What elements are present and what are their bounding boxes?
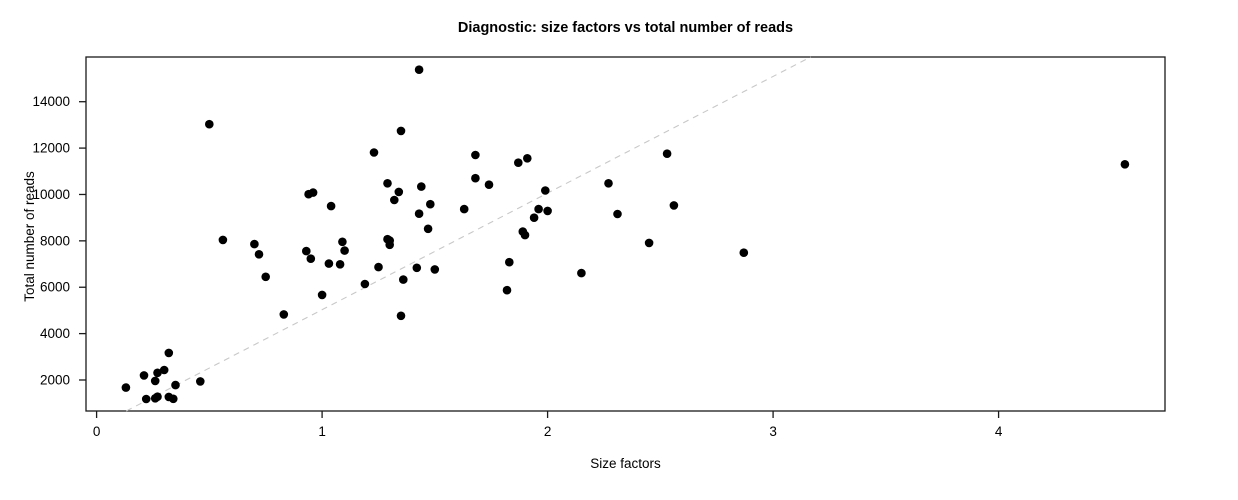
data-point [383, 179, 392, 188]
data-point [412, 263, 422, 273]
data-point [171, 380, 180, 390]
x-tick-label: 0 [93, 424, 101, 439]
data-point [471, 173, 480, 183]
y-tick-label: 10000 [32, 187, 70, 202]
data-point [541, 186, 550, 195]
data-point [360, 279, 370, 289]
data-point [414, 65, 424, 74]
data-point [153, 392, 162, 402]
plot-box [85, 56, 1166, 412]
x-axis-label: Size factors [590, 456, 661, 471]
data-point [169, 394, 178, 404]
data-point [308, 188, 318, 197]
data-point [459, 204, 469, 214]
data-point [426, 199, 435, 209]
data-point [250, 239, 259, 249]
data-point [338, 237, 347, 247]
y-tick-label: 2000 [40, 372, 70, 387]
data-point [604, 179, 613, 188]
data-point [396, 126, 406, 136]
reference-line [126, 56, 811, 412]
data-point [523, 154, 532, 163]
data-point [505, 257, 514, 267]
data-point [417, 182, 426, 191]
data-point [394, 187, 404, 197]
data-point [430, 265, 440, 274]
data-point [141, 394, 151, 404]
data-point [153, 368, 162, 378]
data-point [369, 148, 379, 157]
y-tick-label: 8000 [40, 233, 70, 248]
x-tick-label: 1 [318, 424, 326, 439]
points-layer [121, 65, 1130, 404]
y-tick-label: 12000 [32, 141, 70, 156]
data-point [385, 240, 395, 250]
data-point [335, 260, 345, 269]
data-point [502, 285, 512, 295]
data-point [1120, 160, 1130, 169]
y-tick-label: 14000 [32, 94, 70, 109]
data-point [324, 259, 334, 268]
y-axis-label: Total number of reads [22, 171, 37, 302]
data-point [414, 209, 424, 218]
y-tick-label: 6000 [40, 280, 70, 295]
y-tick-label: 4000 [40, 326, 70, 341]
data-point [613, 209, 622, 219]
data-point [374, 262, 383, 272]
data-point [471, 150, 480, 160]
data-point [121, 383, 131, 392]
data-point [159, 365, 169, 375]
data-point [340, 246, 349, 255]
data-point [644, 238, 654, 248]
data-point [164, 348, 174, 358]
x-tick-label: 2 [544, 424, 552, 439]
data-point [669, 201, 679, 210]
data-point [196, 377, 205, 386]
data-point [326, 201, 336, 211]
data-point [139, 371, 149, 380]
data-point [254, 250, 264, 259]
x-tick-label: 4 [995, 424, 1003, 439]
data-point [399, 275, 408, 284]
data-point [484, 180, 494, 189]
data-point [390, 195, 399, 205]
data-point [739, 248, 749, 257]
data-point [423, 224, 433, 234]
data-point [279, 310, 289, 319]
x-axis: 0 1 2 3 4 [93, 411, 1003, 439]
data-point [218, 235, 228, 245]
data-point [396, 311, 406, 321]
data-point [261, 272, 271, 282]
data-point [534, 204, 543, 214]
data-point [529, 213, 539, 222]
data-point [317, 290, 327, 300]
x-tick-label: 3 [769, 424, 777, 439]
data-point [514, 158, 523, 167]
data-point [543, 206, 552, 216]
data-point [577, 268, 586, 278]
data-point [306, 254, 316, 263]
data-point [150, 376, 160, 386]
data-point [520, 230, 530, 240]
data-point [662, 149, 672, 158]
chart-title: Diagnostic: size factors vs total number… [458, 20, 793, 36]
y-axis: 2000 4000 6000 8000 10000 12000 14000 [32, 94, 86, 387]
data-point [302, 246, 311, 256]
data-point [205, 119, 214, 129]
